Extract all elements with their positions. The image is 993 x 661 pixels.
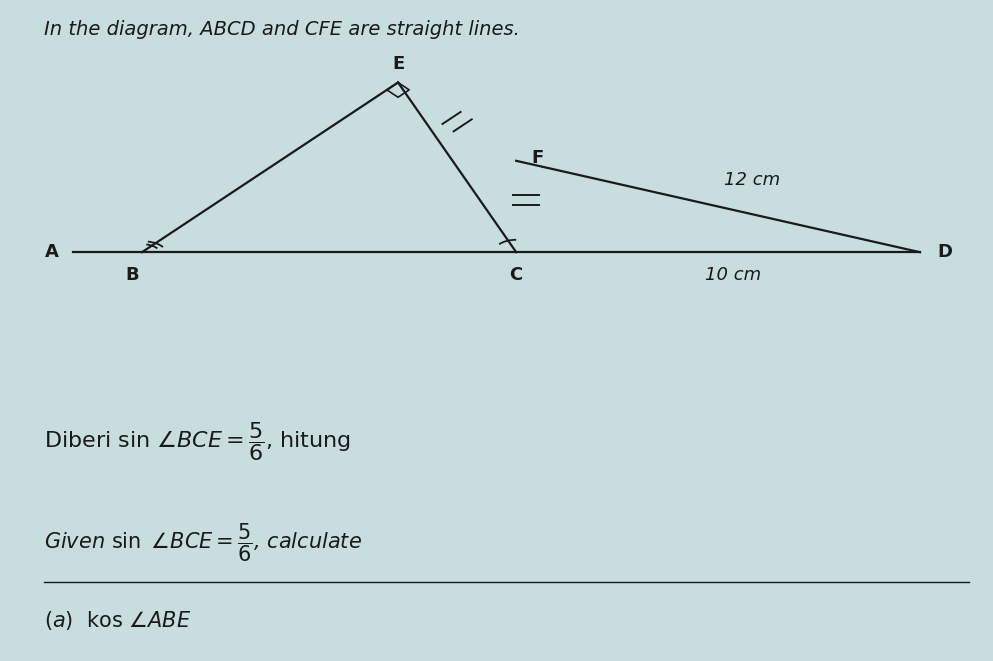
Text: 10 cm: 10 cm: [705, 266, 761, 284]
Text: 12 cm: 12 cm: [725, 171, 780, 190]
Text: C: C: [509, 266, 523, 284]
Text: $(a)$  kos $\angle ABE$: $(a)$ kos $\angle ABE$: [44, 609, 191, 633]
Text: E: E: [392, 56, 404, 73]
Text: B: B: [125, 266, 139, 284]
Text: F: F: [531, 149, 544, 167]
Text: In the diagram, ABCD and CFE are straight lines.: In the diagram, ABCD and CFE are straigh…: [44, 20, 519, 40]
Text: Diberi sin $\angle BCE = \dfrac{5}{6}$, hitung: Diberi sin $\angle BCE = \dfrac{5}{6}$, …: [44, 420, 351, 463]
Text: $Given$ $\sin$ $\angle BCE = \dfrac{5}{6}$, $calculate$: $Given$ $\sin$ $\angle BCE = \dfrac{5}{6…: [44, 522, 361, 564]
Text: A: A: [45, 243, 59, 261]
Text: D: D: [937, 243, 952, 261]
